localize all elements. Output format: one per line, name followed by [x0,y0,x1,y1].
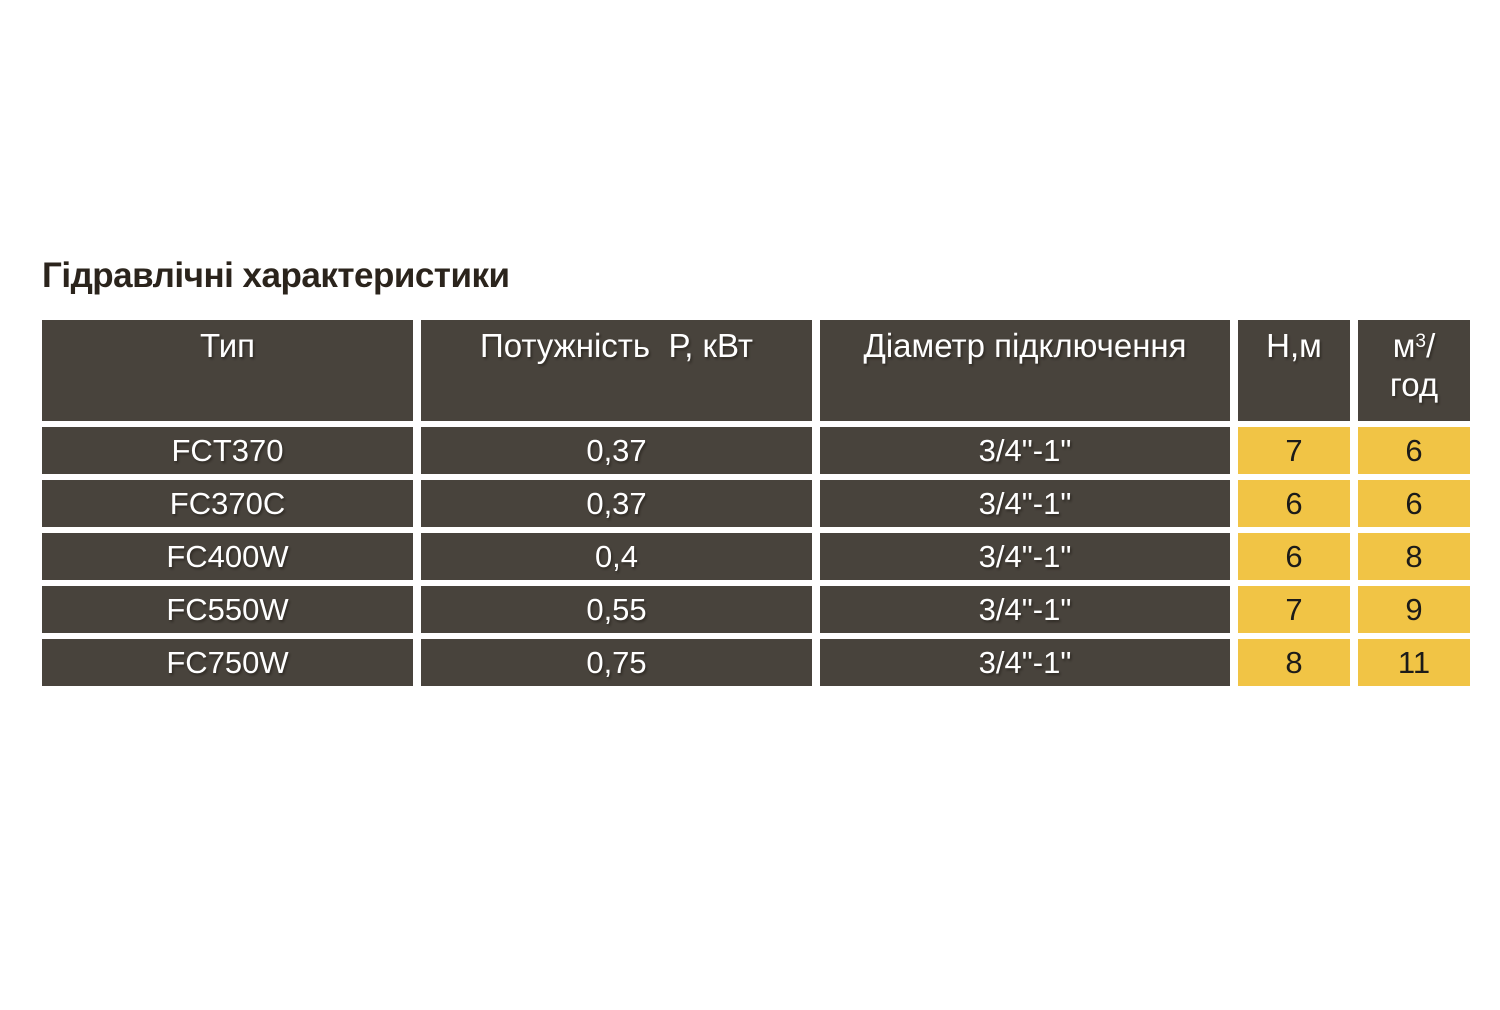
hydraulic-characteristics-table: Тип Потужність Р, кВт Діаметр підключенн… [42,320,1470,686]
cell-type: FC550W [42,586,413,633]
cell-flow: 11 [1358,639,1470,686]
page-title: Гідравлічні характеристики [42,256,510,295]
cell-diameter: 3/4"-1" [820,427,1230,474]
cell-head: 7 [1238,427,1350,474]
cell-diameter: 3/4"-1" [820,480,1230,527]
cell-power: 0,37 [421,427,812,474]
cell-type: FC400W [42,533,413,580]
cell-head: 8 [1238,639,1350,686]
cell-flow: 8 [1358,533,1470,580]
cell-diameter: 3/4"-1" [820,533,1230,580]
cell-flow: 6 [1358,427,1470,474]
cell-flow: 6 [1358,480,1470,527]
header-cell-power: Потужність Р, кВт [421,320,812,421]
cell-head: 6 [1238,533,1350,580]
header-cell-head: Н,м [1238,320,1350,421]
header-cell-diameter: Діаметр підключення [820,320,1230,421]
cell-head: 6 [1238,480,1350,527]
cell-type: FC370C [42,480,413,527]
cell-power: 0,37 [421,480,812,527]
flow-unit-label: м3/год [1389,327,1439,403]
cell-diameter: 3/4"-1" [820,639,1230,686]
cell-type: FC750W [42,639,413,686]
cell-power: 0,4 [421,533,812,580]
cell-diameter: 3/4"-1" [820,586,1230,633]
cell-head: 7 [1238,586,1350,633]
cell-flow: 9 [1358,586,1470,633]
cell-type: FCT370 [42,427,413,474]
header-cell-type: Тип [42,320,413,421]
header-cell-flow: м3/год [1358,320,1470,421]
cell-power: 0,55 [421,586,812,633]
cell-power: 0,75 [421,639,812,686]
